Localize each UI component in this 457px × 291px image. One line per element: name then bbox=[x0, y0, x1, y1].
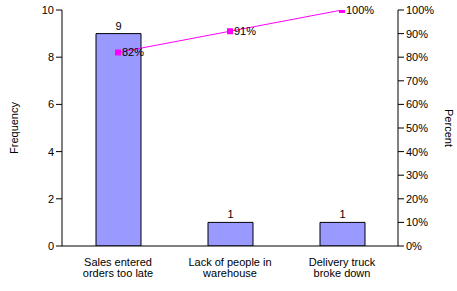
svg-text:Percent: Percent bbox=[443, 109, 449, 147]
svg-text:1: 1 bbox=[227, 208, 233, 220]
svg-text:60%: 60% bbox=[406, 98, 428, 110]
svg-text:0: 0 bbox=[48, 240, 54, 252]
svg-text:100%: 100% bbox=[346, 4, 374, 16]
svg-text:0%: 0% bbox=[406, 240, 422, 252]
svg-text:9: 9 bbox=[115, 20, 121, 32]
svg-text:82%: 82% bbox=[122, 46, 144, 58]
svg-text:91%: 91% bbox=[234, 25, 256, 37]
svg-text:Frequency: Frequency bbox=[8, 102, 20, 154]
svg-text:20%: 20% bbox=[406, 193, 428, 205]
svg-text:80%: 80% bbox=[406, 51, 428, 63]
svg-text:10%: 10% bbox=[406, 216, 428, 228]
svg-text:70%: 70% bbox=[406, 75, 428, 87]
svg-text:50%: 50% bbox=[406, 122, 428, 134]
svg-text:Delivery truckbroke down: Delivery truckbroke down bbox=[309, 256, 376, 279]
svg-text:Lack of people inwarehouse: Lack of people inwarehouse bbox=[188, 256, 271, 279]
svg-text:10: 10 bbox=[42, 4, 54, 16]
svg-text:6: 6 bbox=[48, 98, 54, 110]
svg-text:1: 1 bbox=[339, 208, 345, 220]
svg-text:100%: 100% bbox=[406, 4, 434, 16]
svg-text:90%: 90% bbox=[406, 28, 428, 40]
svg-text:2: 2 bbox=[48, 193, 54, 205]
svg-text:40%: 40% bbox=[406, 146, 428, 158]
svg-text:30%: 30% bbox=[406, 169, 428, 181]
svg-text:4: 4 bbox=[48, 146, 54, 158]
svg-text:Sales enteredorders too late: Sales enteredorders too late bbox=[83, 256, 153, 279]
svg-text:8: 8 bbox=[48, 51, 54, 63]
